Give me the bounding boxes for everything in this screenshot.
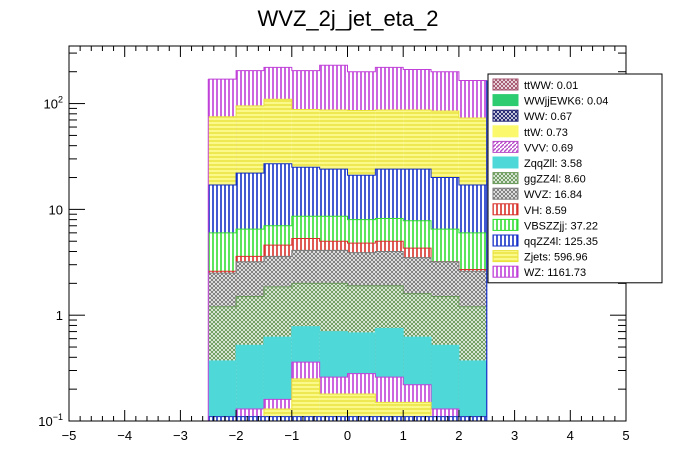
legend-swatch: [492, 172, 519, 185]
legend-label: WVZ: 16.84: [524, 189, 582, 201]
layer-qqzz4l-base: [208, 416, 487, 421]
legend-item: WWjjEWK6: 0.04: [492, 94, 608, 108]
y-tick-label: 10−1: [38, 412, 63, 429]
legend-label: ttW: 0.73: [524, 127, 568, 139]
layer-outline: [208, 215, 487, 234]
layer-zqqzll: [208, 326, 487, 421]
bar: [263, 416, 292, 421]
legend-swatch: [492, 250, 519, 263]
legend-item: ZqqZll: 3.58: [492, 156, 582, 170]
legend-label: ttWW: 0.01: [524, 80, 578, 92]
legend-item: VBSZZjj: 37.22: [492, 218, 598, 232]
x-tick-label: −1: [284, 428, 299, 443]
legend-item: WW: 0.67: [492, 109, 572, 123]
legend-label: WWjjEWK6: 0.04: [524, 96, 608, 108]
x-tick-label: −5: [62, 428, 77, 443]
y-tick-label: 102: [44, 95, 63, 112]
layer-outline: [208, 98, 487, 119]
legend-label: ZqqZll: 3.58: [524, 158, 582, 170]
x-tick-label: −4: [117, 428, 132, 443]
x-tick-label: 5: [622, 428, 629, 443]
x-axis: −5 −4 −3 −2 −1 0 1 2 3 4 5: [62, 46, 630, 443]
bar: [431, 345, 459, 421]
bar: [403, 416, 432, 421]
legend-item: ttW: 0.73: [492, 125, 568, 139]
bar: [291, 416, 320, 421]
x-tick-label: 2: [455, 428, 462, 443]
bar: [208, 416, 237, 421]
bar: [319, 416, 348, 421]
layer-outline: [208, 64, 487, 82]
layer-outline: [208, 282, 487, 308]
bar: [347, 416, 376, 421]
legend-item: ggZZ4l: 8.60: [492, 172, 586, 186]
legend-label: WW: 0.67: [524, 111, 572, 123]
bar: [458, 360, 487, 421]
legend-swatch: [492, 94, 519, 107]
x-tick-label: −3: [173, 428, 188, 443]
histogram-bars: [207, 64, 488, 422]
legend-swatch: [492, 78, 519, 91]
legend-swatch: [492, 125, 519, 138]
bar: [431, 416, 459, 421]
legend-swatch: [492, 203, 519, 216]
legend-swatch: [492, 140, 519, 153]
layer-outline: [208, 378, 487, 418]
legend-label: VVV: 0.69: [524, 142, 573, 154]
bar: [375, 416, 404, 421]
legend-swatch: [492, 156, 519, 169]
legend-item: ttWW: 0.01: [492, 78, 578, 92]
bar: [236, 416, 264, 421]
bar: [291, 378, 320, 421]
x-tick-label: 3: [511, 428, 518, 443]
y-tick-label: 1: [56, 308, 63, 323]
legend: ttWW: 0.01 WWjjEWK6: 0.04 WW: 0.67 ttW: 0.7…: [487, 73, 663, 284]
legend-swatch: [492, 187, 519, 200]
legend-swatch: [492, 265, 519, 278]
legend-swatch: [492, 218, 519, 231]
bar: [208, 360, 237, 421]
x-tick-label: −2: [229, 428, 244, 443]
legend-item: VH: 8.59: [492, 203, 567, 217]
legend-swatch: [492, 109, 519, 122]
legend-label: VH: 8.59: [524, 205, 567, 217]
x-tick-label: 0: [344, 428, 351, 443]
y-tick-label: 10: [49, 202, 63, 217]
bar: [458, 416, 487, 421]
legend-label: Zjets: 596.96: [524, 252, 588, 264]
bar: [236, 345, 264, 421]
layer-outline: [208, 163, 487, 186]
legend-item: qqZZ4l: 125.35: [492, 234, 598, 248]
x-tick-label: 1: [400, 428, 407, 443]
legend-item: VVV: 0.69: [492, 140, 573, 154]
legend-item: WVZ: 16.84: [492, 187, 582, 201]
chart-title: WVZ_2j_jet_eta_2: [258, 6, 439, 31]
x-tick-label: 4: [567, 428, 574, 443]
legend-label: VBSZZjj: 37.22: [524, 220, 598, 232]
y-axis: 10−1 1 10 102: [38, 52, 626, 429]
legend-label: ggZZ4l: 8.60: [524, 174, 586, 186]
legend-label: qqZZ4l: 125.35: [524, 236, 598, 248]
legend-swatch: [492, 234, 519, 247]
legend-item: WZ: 1161.73: [492, 265, 586, 279]
legend-item: Zjets: 596.96: [492, 250, 588, 264]
layer-outline: [208, 326, 487, 362]
layer-outline: [208, 249, 487, 274]
legend-label: WZ: 1161.73: [524, 267, 586, 279]
